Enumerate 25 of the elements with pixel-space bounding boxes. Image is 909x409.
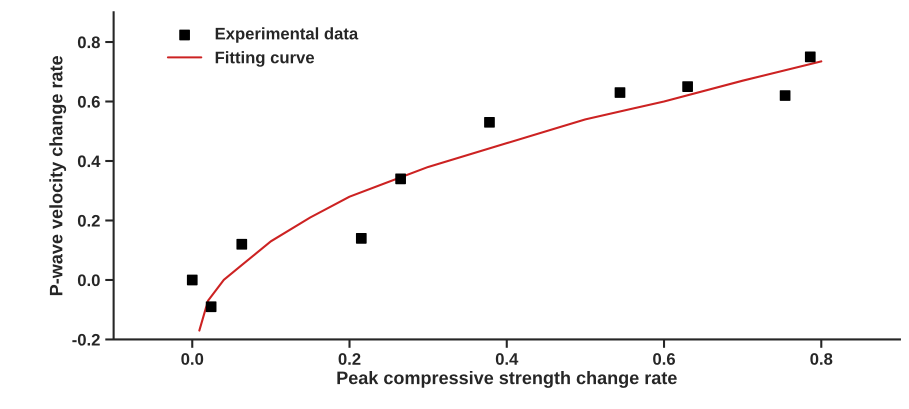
x-tick-label: 0.4 xyxy=(496,353,518,365)
point xyxy=(236,238,248,250)
x-tick-label: 0.2 xyxy=(338,353,360,365)
y-tick-label: 0.0 xyxy=(78,274,100,286)
legend-label: Fitting curve xyxy=(216,51,314,67)
point xyxy=(682,81,693,92)
x-tick-label: 0.6 xyxy=(653,353,676,365)
point xyxy=(804,52,816,62)
point xyxy=(614,87,626,98)
point xyxy=(484,116,495,128)
x-tick-label: 0.8 xyxy=(810,353,832,365)
x-axis-title: Peak compressive strength change rate xyxy=(337,370,677,388)
legend-label: Experimental data xyxy=(216,27,358,43)
x-tick-label: 0.0 xyxy=(181,353,204,365)
point xyxy=(780,90,790,101)
y-tick-label: 0.4 xyxy=(78,155,100,168)
y-tick-label: 0.2 xyxy=(78,214,100,227)
y-tick-label: 0.8 xyxy=(78,36,100,48)
y-tick-label: -0.2 xyxy=(72,334,100,346)
point xyxy=(186,274,198,286)
y-tick-label: 0.6 xyxy=(78,96,100,108)
y-axis-title: P-wave velocity change rate xyxy=(49,56,66,296)
point xyxy=(395,173,406,184)
point xyxy=(356,232,367,244)
point xyxy=(206,301,216,312)
